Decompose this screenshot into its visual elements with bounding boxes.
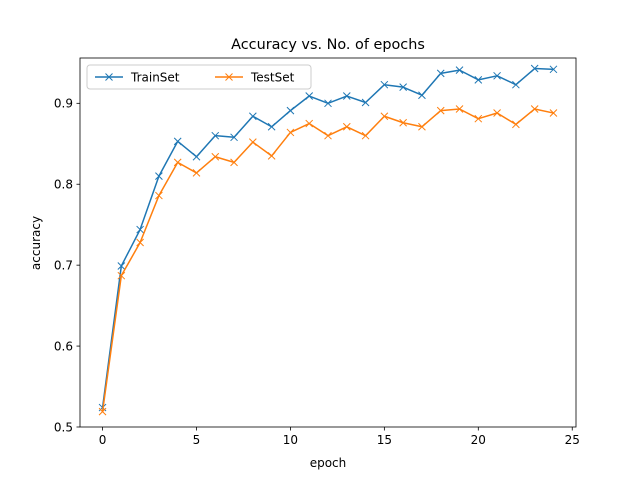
x-tick-label: 25 [565,433,580,447]
x-tick-label: 15 [377,433,392,447]
data-point-trainset [211,131,220,140]
y-tick-label: 0.6 [54,339,73,353]
data-point-trainset [455,66,464,74]
data-point-testset [173,158,182,167]
y-tick-label: 0.9 [54,97,73,111]
data-point-trainset [474,75,483,84]
y-tick-label: 0.7 [54,258,73,272]
data-point-testset [380,112,389,121]
data-point-trainset [361,98,370,107]
data-point-trainset [512,80,520,89]
data-point-trainset [530,64,539,73]
data-point-trainset [436,69,445,78]
data-point-testset [248,138,257,147]
data-point-testset [512,120,520,129]
data-point-testset [324,131,332,140]
data-point-testset [399,118,408,127]
data-point-testset [342,122,351,131]
data-point-testset [286,128,295,137]
x-tick-label: 10 [283,433,298,447]
chart-title: Accuracy vs. No. of epochs [231,37,425,53]
x-tick-label: 20 [471,433,486,447]
data-point-trainset [267,122,276,131]
legend-box [86,64,312,90]
data-point-testset [98,407,107,416]
data-point-trainset [493,71,501,80]
data-point-testset [418,122,426,131]
data-point-testset [361,131,370,140]
data-point-testset [192,169,201,177]
data-point-testset [436,106,445,115]
legend-label-trainset: TrainSet [130,70,180,84]
legend-label-testset: TestSet [250,70,295,84]
legend-marker-testset [225,73,233,81]
data-point-trainset [286,106,295,115]
axes: 0 5 10 15 20 25 0.5 0.6 0.7 0.8 0.9 [54,57,580,447]
data-point-trainset [173,137,182,146]
data-point-trainset [342,92,351,100]
data-point-trainset [117,262,126,270]
data-point-testset [305,119,314,128]
data-point-trainset [305,92,314,100]
data-point-trainset [248,112,257,121]
data-point-testset [117,271,126,280]
y-axis-label: accuracy [29,216,43,270]
data-point-trainset [192,152,201,161]
data-point-trainset [136,225,144,234]
data-point-trainset [399,83,408,91]
data-point-trainset [418,91,426,100]
x-axis-label: epoch [310,456,347,470]
legend-marker-trainset [105,73,113,81]
axes-frame [79,57,577,428]
data-point-testset [155,191,163,200]
data-point-trainset [230,133,238,142]
plot-area [98,64,558,416]
data-point-testset [474,114,483,123]
data-point-trainset [549,65,558,74]
data-point-testset [230,158,238,167]
data-point-testset [530,105,539,113]
data-point-testset [267,152,276,160]
x-tick-label: 5 [193,433,201,447]
y-tick-label: 0.8 [54,178,73,192]
data-point-trainset [380,80,389,89]
data-point-testset [211,152,220,161]
data-point-trainset [155,172,163,180]
data-point-trainset [324,99,332,108]
data-point-testset [136,238,144,247]
x-tick-label: 0 [99,433,107,447]
y-tick-label: 0.5 [54,420,73,434]
data-point-testset [455,105,464,113]
data-point-testset [549,109,558,117]
legend: TrainSet TestSet [86,64,312,90]
data-point-testset [493,109,501,117]
